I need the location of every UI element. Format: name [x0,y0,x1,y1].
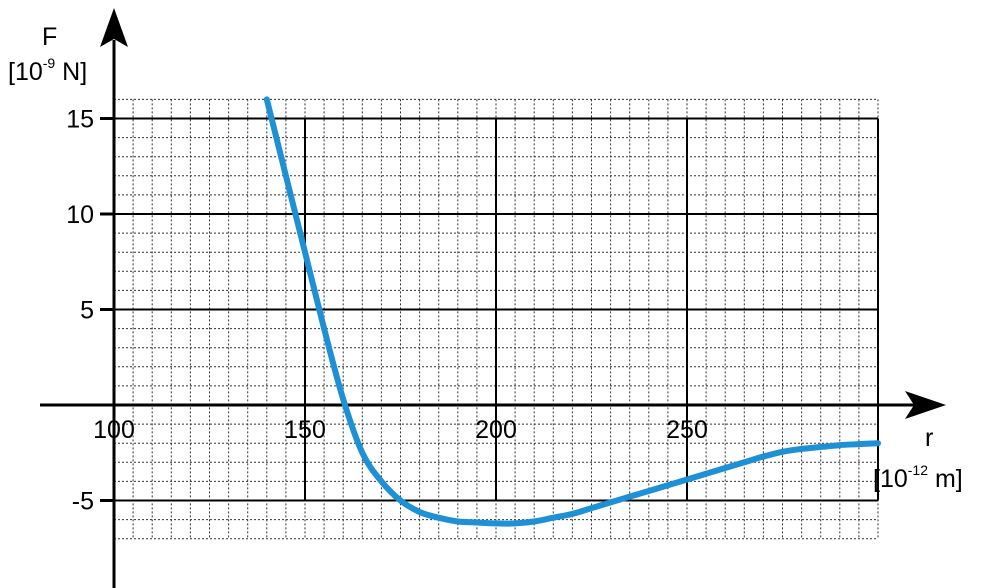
x-tick-label: 100 [93,416,135,444]
force-curve [263,96,881,527]
y-axis-var: F [42,23,57,51]
x-tick-label: 250 [666,416,708,444]
y-tick-label: 10 [66,201,94,229]
y-tick-label: 5 [80,297,94,325]
major-grid [114,117,879,502]
x-axis-arrow [905,391,946,419]
x-axis-unit: [10-12 m] [873,462,963,493]
series [263,96,881,527]
y-tick-label: 15 [66,106,94,134]
x-tick-label: 150 [284,416,326,444]
x-tick-label: 200 [475,416,517,444]
y-axis-arrow [100,8,128,47]
y-tick-label: -5 [72,488,94,516]
axes [40,8,946,588]
x-axis-var: r [925,424,933,452]
ticks: 100 150 200 250 15 10 5 -5 [66,106,708,516]
y-axis-unit: [10-9 N] [8,55,87,86]
